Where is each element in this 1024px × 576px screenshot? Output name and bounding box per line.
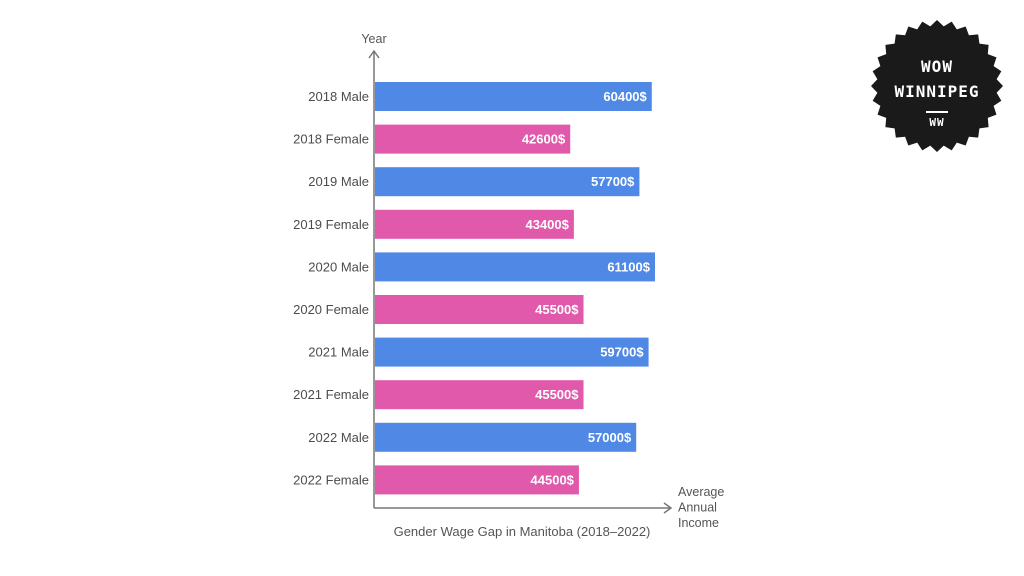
value-label: 43400$ [525, 217, 569, 232]
axes: Year Average Annual Income Gender Wage G… [361, 32, 728, 539]
bar-2020-female [375, 295, 584, 324]
value-label: 61100$ [607, 259, 650, 274]
logo-text-ww: WW [929, 116, 945, 129]
category-label: 2021 Male [308, 345, 369, 360]
value-label: 45500$ [535, 302, 579, 317]
logo-badge-polygon [871, 20, 1003, 152]
y-axis-title: Year [361, 32, 386, 46]
chart-title: Gender Wage Gap in Manitoba (2018–2022) [394, 524, 651, 539]
bar-2018-female [375, 124, 571, 154]
x-axis-title-line-3: Income [678, 516, 719, 530]
y-axis-arrow [368, 49, 380, 59]
category-label: 2019 Female [293, 217, 369, 232]
category-label: 2018 Female [293, 132, 369, 147]
logo-text-winnipeg: WINNIPEG [894, 82, 980, 101]
bar-2019-female [375, 209, 574, 239]
x-axis-title: Average Annual Income [678, 485, 728, 530]
bar-2022-male [375, 422, 637, 452]
logo-text-wow: WOW [921, 57, 953, 76]
bar-2021-male [375, 337, 649, 367]
x-axis-title-line-1: Average [678, 485, 724, 499]
value-label: 42600$ [522, 132, 566, 147]
value-label: 57000$ [588, 430, 632, 445]
category-label: 2020 Male [308, 259, 369, 274]
bar-2018-male [375, 82, 652, 111]
category-label: 2022 Female [293, 472, 369, 487]
bar-2019-male [375, 167, 640, 197]
category-label: 2022 Male [308, 430, 369, 445]
bars-layer: 2018 Male 60400$ 2018 Female 42600$ 2019 Mal… [293, 82, 655, 495]
value-label: 60400$ [603, 89, 647, 104]
category-label: 2018 Male [308, 89, 369, 104]
category-label: 2019 Male [308, 174, 369, 189]
category-label: 2021 Female [293, 387, 369, 402]
bar-2022-female [375, 465, 579, 495]
bar-2021-female [375, 380, 584, 410]
logo-badge-shape [871, 20, 1003, 152]
x-axis-title-line-2: Annual [678, 501, 717, 515]
value-label: 45500$ [535, 387, 579, 402]
logo-overline [926, 111, 948, 113]
category-label: 2020 Female [293, 302, 369, 317]
value-label: 44500$ [531, 472, 575, 487]
x-axis-arrow [663, 502, 673, 514]
value-label: 57700$ [591, 174, 635, 189]
wow-winnipeg-logo: WOW WINNIPEG WW [871, 20, 1003, 152]
value-label: 59700$ [600, 345, 644, 360]
bar-2020-male [375, 252, 655, 282]
